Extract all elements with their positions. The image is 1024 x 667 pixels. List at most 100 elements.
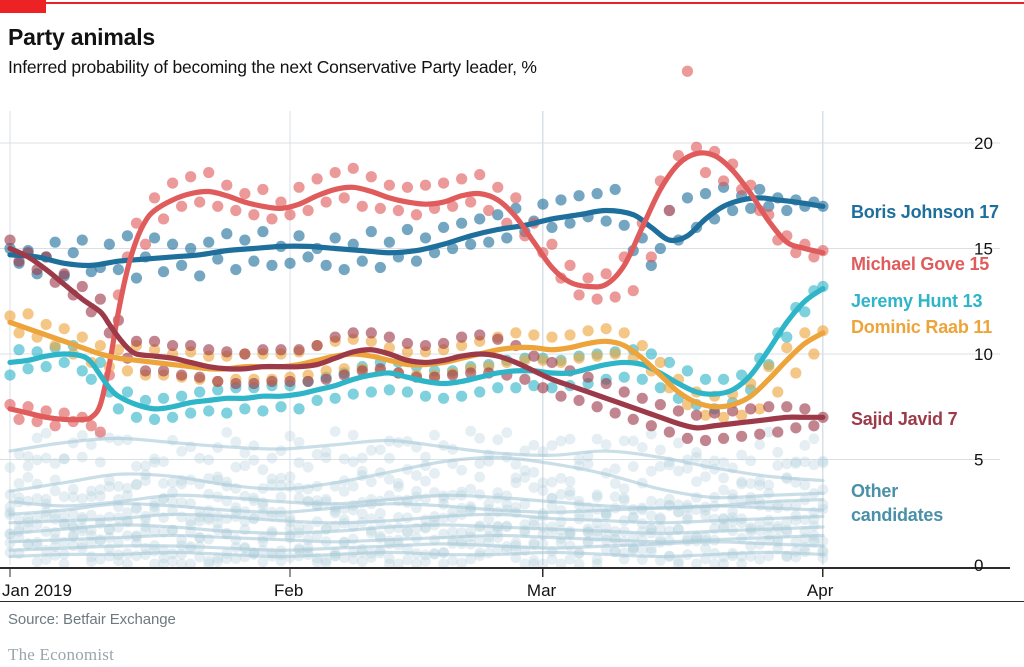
data-point (194, 386, 206, 398)
other-candidate-point (131, 478, 142, 490)
other-candidate-point (754, 518, 766, 530)
data-point (221, 407, 233, 419)
other-candidate-point (519, 465, 531, 476)
data-point (239, 348, 251, 360)
other-candidate-point (474, 458, 486, 469)
other-candidate-point (239, 460, 251, 472)
other-candidate-point (546, 440, 558, 451)
data-point (230, 377, 242, 390)
other-candidate-point (329, 507, 341, 519)
data-point (627, 285, 639, 297)
other-candidate-point (528, 555, 540, 566)
other-candidate-point (600, 509, 612, 521)
data-point (492, 181, 504, 193)
other-candidate-point (58, 558, 70, 570)
other-candidate-point (40, 554, 52, 565)
other-candidate-point (528, 537, 540, 549)
other-candidate-point (383, 553, 395, 565)
data-point (212, 375, 224, 388)
series-line-boris-johnson (7, 195, 826, 269)
data-point (148, 344, 161, 356)
other-candidate-point (158, 456, 169, 468)
other-candidate-point (176, 558, 188, 570)
data-point (293, 344, 305, 356)
other-candidate-point (709, 558, 720, 570)
data-point (528, 329, 540, 341)
other-candidate-point (501, 498, 513, 510)
data-point (76, 365, 88, 377)
data-point (40, 361, 52, 373)
data-point (564, 259, 576, 271)
other-candidate-point (718, 472, 729, 484)
other-candidate-point (817, 547, 829, 558)
other-candidate-point (700, 509, 711, 521)
data-point (690, 409, 703, 421)
data-point (112, 264, 124, 276)
data-point (130, 411, 143, 423)
other-candidate-point (356, 465, 368, 477)
other-candidate-point (221, 427, 233, 438)
data-point (790, 422, 802, 434)
other-candidate-point (76, 430, 88, 441)
data-point (681, 432, 694, 444)
other-candidate-point (591, 489, 603, 501)
other-candidate-point (67, 483, 79, 495)
other-candidate-point (149, 525, 160, 537)
data-point (275, 401, 287, 413)
data-point (347, 327, 359, 339)
other-candidate-point (609, 532, 621, 544)
data-point (347, 238, 359, 250)
data-point (311, 394, 323, 407)
other-candidate-point (293, 521, 305, 533)
other-candidate-point (356, 556, 368, 567)
data-point (194, 371, 206, 383)
data-point (49, 339, 61, 352)
other-candidate-point (176, 534, 188, 546)
top-rule (0, 2, 1024, 4)
data-point (654, 382, 666, 394)
other-candidate-point (718, 519, 729, 531)
other-candidate-point (374, 444, 386, 456)
data-point (600, 323, 612, 335)
other-candidate-trend-0 (8, 436, 825, 483)
data-point (4, 310, 16, 322)
data-point (465, 238, 477, 250)
other-candidate-point (555, 435, 567, 447)
data-point (690, 141, 703, 153)
data-point (239, 188, 251, 200)
data-point (148, 232, 161, 244)
data-point (474, 213, 486, 225)
other-candidate-point (257, 500, 269, 512)
series-line-sajid-javid (7, 245, 826, 431)
data-point (582, 325, 594, 337)
data-point (609, 348, 621, 360)
data-point (808, 420, 820, 432)
other-candidate-point (311, 449, 323, 460)
other-candidate-point (663, 459, 675, 471)
other-candidate-point (31, 493, 43, 504)
data-point (654, 356, 666, 369)
other-candidate-point (158, 552, 169, 564)
other-candidate-point (103, 475, 115, 486)
other-candidate-point (58, 453, 70, 465)
other-candidate-point (31, 556, 43, 568)
other-candidate-point (546, 554, 558, 565)
other-candidate-point (393, 478, 404, 489)
other-candidate-point (112, 555, 124, 567)
other-candidate-point (76, 451, 88, 463)
other-candidate-point (600, 509, 612, 521)
data-point (736, 409, 748, 421)
data-point (365, 335, 377, 347)
other-candidate-trend-7 (8, 540, 825, 552)
other-candidate-point (627, 544, 639, 556)
other-candidate-point (149, 558, 160, 570)
page-title: Party animals (8, 24, 155, 50)
data-point (130, 272, 143, 284)
other-candidate-point (203, 558, 215, 570)
other-candidate-point (293, 457, 305, 468)
other-candidate-point (564, 485, 576, 497)
other-candidate-point (149, 505, 160, 517)
data-point (338, 192, 350, 204)
other-candidate-point (474, 432, 486, 444)
data-point (31, 415, 43, 428)
